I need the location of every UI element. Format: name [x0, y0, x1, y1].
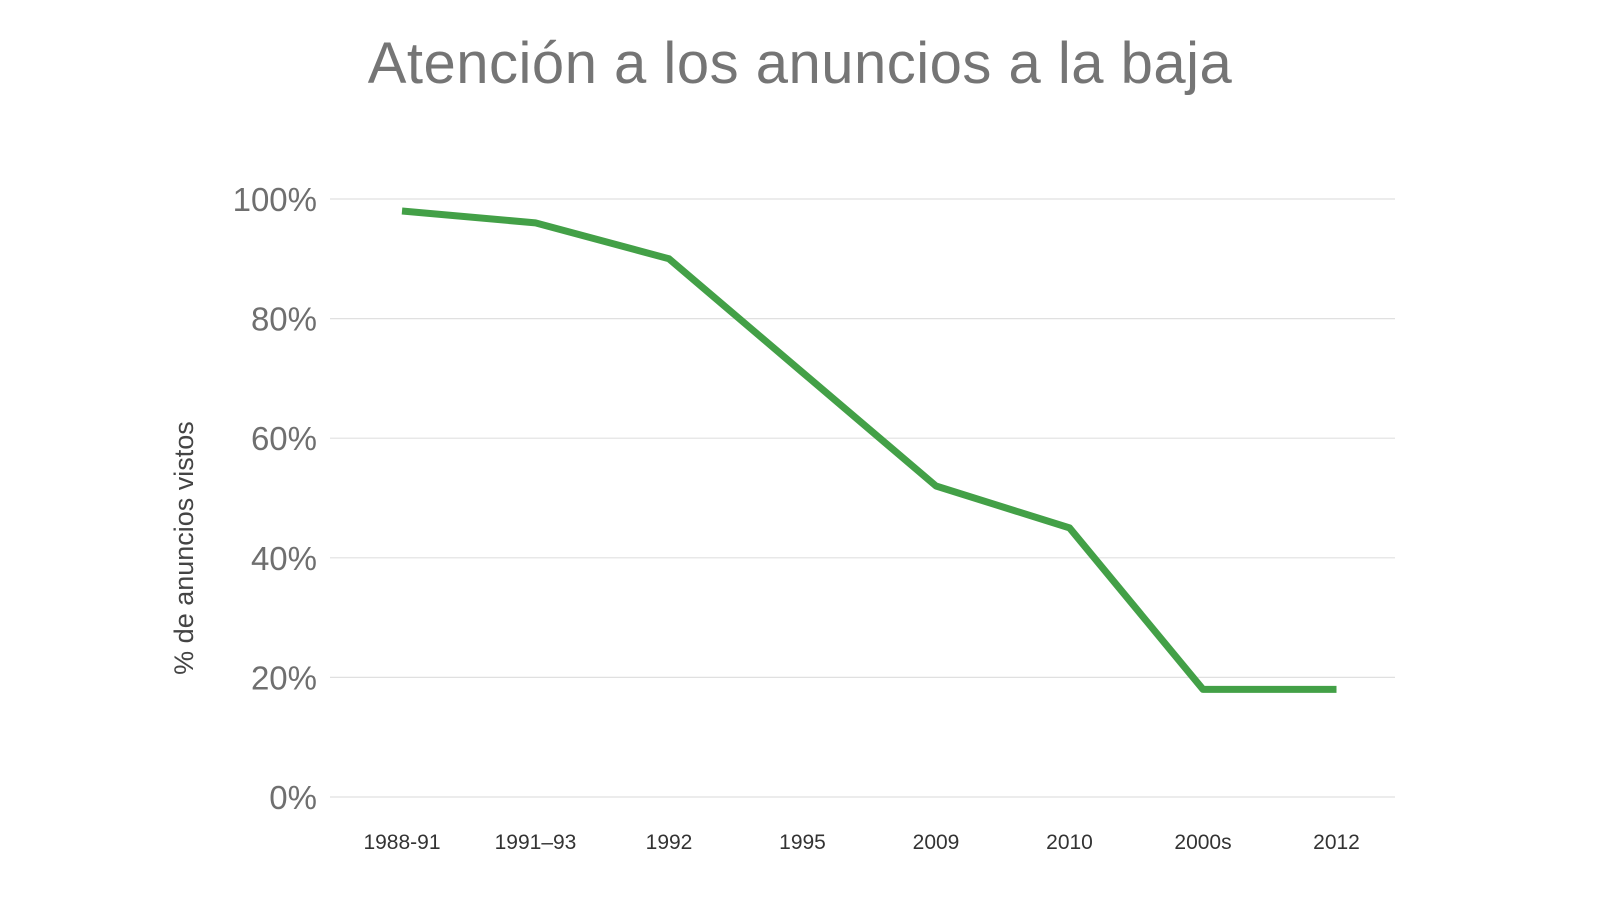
- x-tick-label: 1992: [646, 831, 693, 854]
- series-line: [401, 207, 1337, 693]
- y-axis-ticks: 0% 20% 40% 60% 80% 100%: [233, 181, 317, 816]
- chart-title: Atención a los anuncios a la baja: [367, 31, 1233, 96]
- x-tick-label: 2010: [1046, 831, 1093, 854]
- x-tick-label: 2000s: [1174, 831, 1231, 854]
- y-tick-label: 0%: [269, 779, 317, 816]
- x-tick-label: 1995: [779, 831, 826, 854]
- x-tick-label: 1991–93: [495, 831, 577, 854]
- x-tick-label: 2012: [1313, 831, 1360, 854]
- x-axis-ticks: 1988-91 1991–93 1992 1995 2009 2010 2000s 2012: [363, 831, 1359, 854]
- y-tick-label: 100%: [233, 181, 317, 218]
- y-tick-label: 40%: [251, 540, 317, 577]
- y-tick-label: 20%: [251, 659, 317, 696]
- gridlines: [330, 198, 1395, 798]
- x-tick-label: 2009: [913, 831, 960, 854]
- x-tick-label: 1988-91: [363, 831, 440, 854]
- series-layer: [401, 207, 1337, 693]
- y-axis-label: % de anuncios vistos: [169, 421, 199, 675]
- y-tick-label: 60%: [251, 420, 317, 457]
- y-tick-label: 80%: [251, 301, 317, 338]
